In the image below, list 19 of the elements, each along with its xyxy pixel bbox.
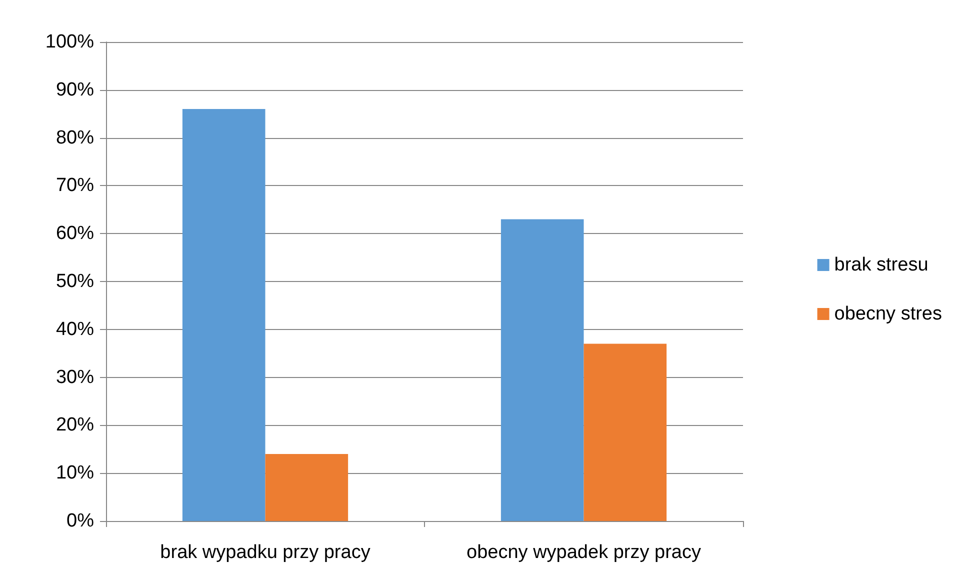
bar — [182, 109, 266, 521]
y-tick-label: 100% — [45, 32, 94, 52]
legend-label: brak stresu — [834, 254, 928, 276]
y-tick-label: 60% — [56, 223, 94, 244]
bar — [584, 344, 667, 521]
bar — [265, 454, 348, 521]
y-tick-label: 30% — [56, 366, 94, 388]
y-tick-label: 50% — [56, 271, 94, 292]
y-tick-label: 10% — [56, 462, 94, 484]
y-tick-label: 70% — [56, 175, 94, 196]
bar — [500, 219, 584, 521]
y-tick-label: 20% — [56, 414, 94, 436]
y-tick-label: 0% — [66, 510, 94, 532]
y-tick-label: 90% — [56, 79, 94, 100]
legend-label: obecny stres — [834, 304, 942, 324]
y-tick-label: 40% — [56, 318, 94, 340]
x-tick-label: obecny wypadek przy pracy — [466, 542, 702, 563]
y-tick-label: 80% — [56, 127, 94, 148]
x-tick-label: brak wypadku przy pracy — [160, 542, 371, 563]
